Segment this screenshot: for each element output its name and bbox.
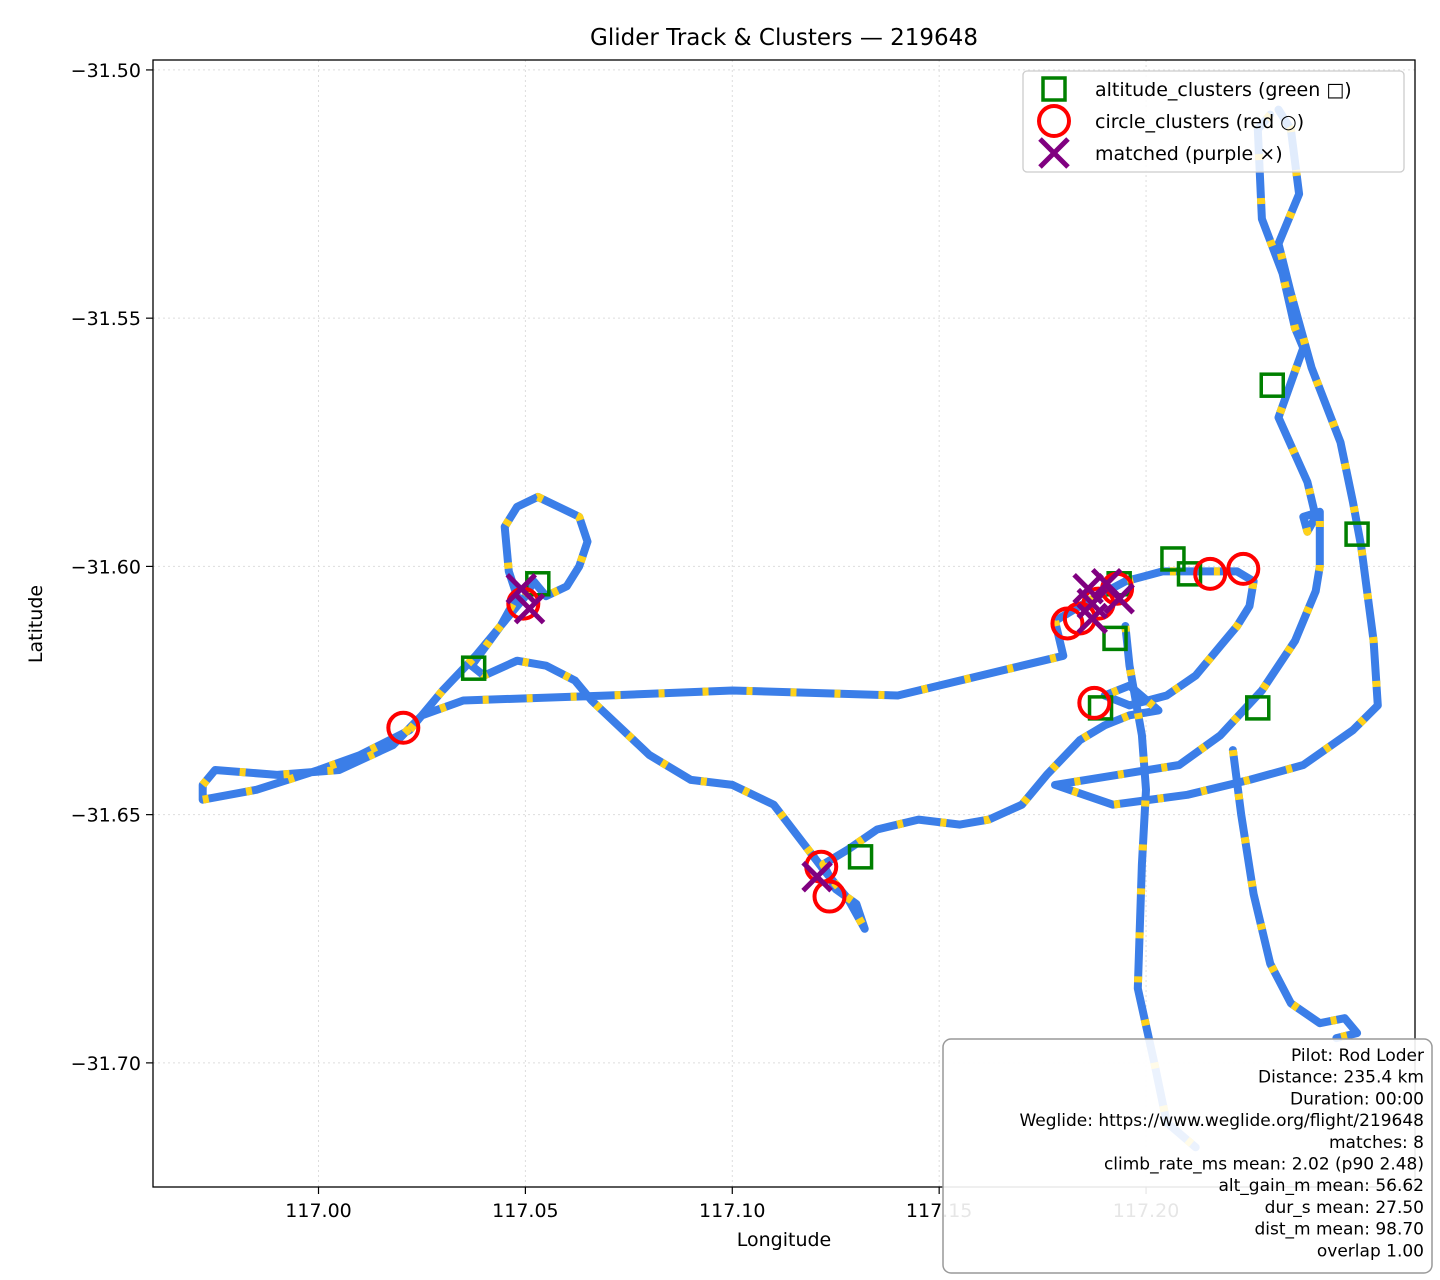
track-path [1228, 746, 1362, 1043]
legend-matched-label: matched (purple ×) [1095, 143, 1283, 165]
info-line: Pilot: Rod Loder [1291, 1046, 1424, 1066]
y-tick-label: −31.55 [71, 308, 141, 330]
matched-stroke [1072, 572, 1104, 605]
circle-cluster-marker [1226, 551, 1261, 586]
flight-track [198, 105, 1382, 1152]
matched-marker [505, 572, 538, 605]
matched-marker [801, 860, 833, 893]
track-path [198, 492, 1258, 933]
circle-cluster-marker [1193, 556, 1228, 591]
info-line: matches: 8 [1329, 1133, 1424, 1153]
circle-cluster-marker [1077, 685, 1112, 720]
grid [153, 60, 1415, 1187]
info-line: Weglide: https://www.weglide.org/flight/… [1019, 1111, 1424, 1131]
altitude-cluster-marker [1176, 561, 1203, 587]
matched-stroke [513, 592, 546, 625]
matched-marker [513, 592, 546, 625]
track-climb-segments [198, 492, 1258, 933]
y-axis-label: Latitude [25, 585, 47, 663]
cluster-markers [386, 372, 1370, 914]
legend: altitude_clusters (green □) circle_cluste… [1022, 70, 1405, 173]
circle-cluster-marker [386, 710, 421, 745]
altitude-cluster-marker [1087, 695, 1114, 721]
legend-altitude-clusters: altitude_clusters (green □) [1041, 76, 1352, 102]
matched-stroke [1038, 137, 1070, 169]
x-tick-label: 117.00 [285, 1200, 351, 1222]
legend-altitude-clusters-symbol [1041, 76, 1067, 102]
altitude-cluster-marker [1102, 625, 1128, 652]
legend-matched-symbol [1038, 137, 1070, 169]
matched-stroke [801, 860, 833, 893]
altitude-cluster-marker [1259, 372, 1285, 398]
info-box-frame [942, 1038, 1433, 1274]
info-line: dist_m mean: 98.70 [1254, 1220, 1424, 1240]
matched-marker [1103, 582, 1135, 615]
x-tick-label: 117.05 [492, 1200, 558, 1222]
matched-stroke [1076, 587, 1109, 620]
info-line: alt_gain_m mean: 56.62 [1219, 1176, 1425, 1196]
circle-cluster-marker [812, 879, 847, 914]
info-line: dur_s mean: 27.50 [1265, 1198, 1424, 1218]
y-tick-label: −31.70 [71, 1053, 141, 1075]
track-climb-segments [1228, 749, 1362, 1042]
legend-circle-clusters: circle_clusters (red ○) [1037, 104, 1304, 138]
altitude-cluster-marker [847, 844, 874, 870]
x-axis-label: Longitude [737, 1229, 832, 1251]
y-tick-label: −31.50 [71, 60, 141, 82]
altitude-cluster-marker [1245, 695, 1271, 721]
track-climb-segments [1051, 107, 1382, 809]
y-tick-label: −31.65 [71, 805, 141, 827]
info-line: overlap 1.00 [1317, 1241, 1424, 1261]
legend-circle-clusters-symbol [1037, 104, 1071, 138]
altitude-cluster-marker [460, 655, 487, 681]
legend-frame [1022, 70, 1405, 173]
matched-marker [1076, 587, 1109, 620]
info-line: Distance: 235.4 km [1258, 1068, 1424, 1088]
matched-stroke [1103, 582, 1135, 615]
y-tick-label: −31.60 [71, 556, 141, 578]
altitude-cluster-marker [1160, 546, 1186, 572]
circle-cluster-marker [1050, 606, 1085, 641]
legend-circle-clusters-label: circle_clusters (red ○) [1095, 111, 1304, 133]
matched-marker [1076, 602, 1109, 635]
info-line: Duration: 00:00 [1290, 1089, 1424, 1109]
info-line: climb_rate_ms mean: 2.02 (p90 2.48) [1104, 1155, 1424, 1175]
matched-stroke [1076, 602, 1109, 635]
matched-stroke [505, 572, 538, 605]
legend-matched: matched (purple ×) [1038, 137, 1283, 169]
altitude-cluster-marker [1344, 521, 1370, 547]
x-tick-label: 117.10 [699, 1200, 765, 1222]
legend-altitude-clusters-label: altitude_clusters (green □) [1095, 79, 1352, 101]
plot-frame [152, 59, 1416, 1188]
chart-title: Glider Track & Clusters — 219648 [590, 25, 978, 51]
track-path [1051, 105, 1382, 809]
